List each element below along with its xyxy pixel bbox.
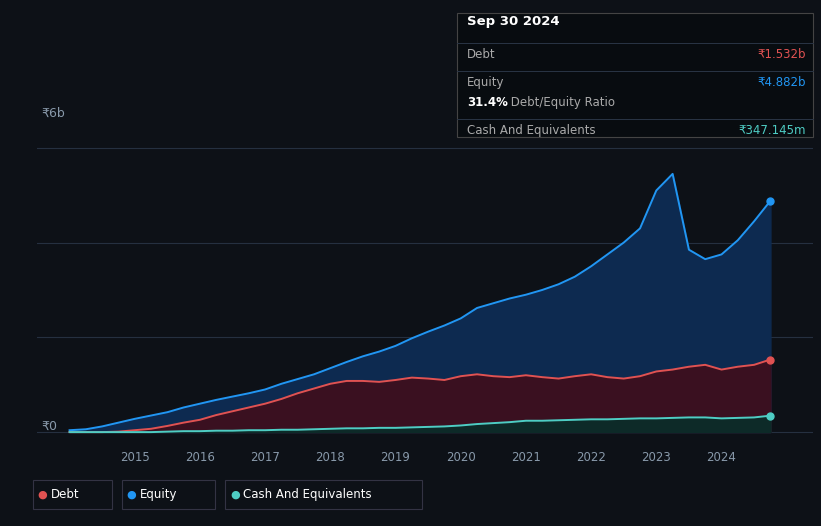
Text: Debt: Debt [467,48,496,61]
Text: Cash And Equivalents: Cash And Equivalents [243,488,372,501]
Text: 2016: 2016 [185,451,215,464]
Text: Debt: Debt [51,488,80,501]
Text: 2015: 2015 [120,451,149,464]
Text: 2021: 2021 [511,451,541,464]
Text: ●: ● [230,489,240,500]
Text: ₹0: ₹0 [41,420,57,433]
Text: 2020: 2020 [446,451,475,464]
Text: 2022: 2022 [576,451,606,464]
Text: Sep 30 2024: Sep 30 2024 [467,15,560,28]
Text: ●: ● [38,489,48,500]
Text: 2023: 2023 [641,451,672,464]
Text: ₹4.882b: ₹4.882b [758,76,806,89]
Text: Equity: Equity [140,488,177,501]
Text: Equity: Equity [467,76,505,89]
Text: ₹1.532b: ₹1.532b [758,48,806,61]
Text: Debt/Equity Ratio: Debt/Equity Ratio [507,96,615,109]
Text: ●: ● [126,489,136,500]
Text: ₹6b: ₹6b [41,107,65,119]
Text: 31.4%: 31.4% [467,96,508,109]
Text: 2024: 2024 [707,451,736,464]
Text: Cash And Equivalents: Cash And Equivalents [467,124,596,137]
Text: 2017: 2017 [250,451,280,464]
Text: ₹347.145m: ₹347.145m [739,124,806,137]
Text: 2018: 2018 [315,451,345,464]
Text: 2019: 2019 [381,451,410,464]
